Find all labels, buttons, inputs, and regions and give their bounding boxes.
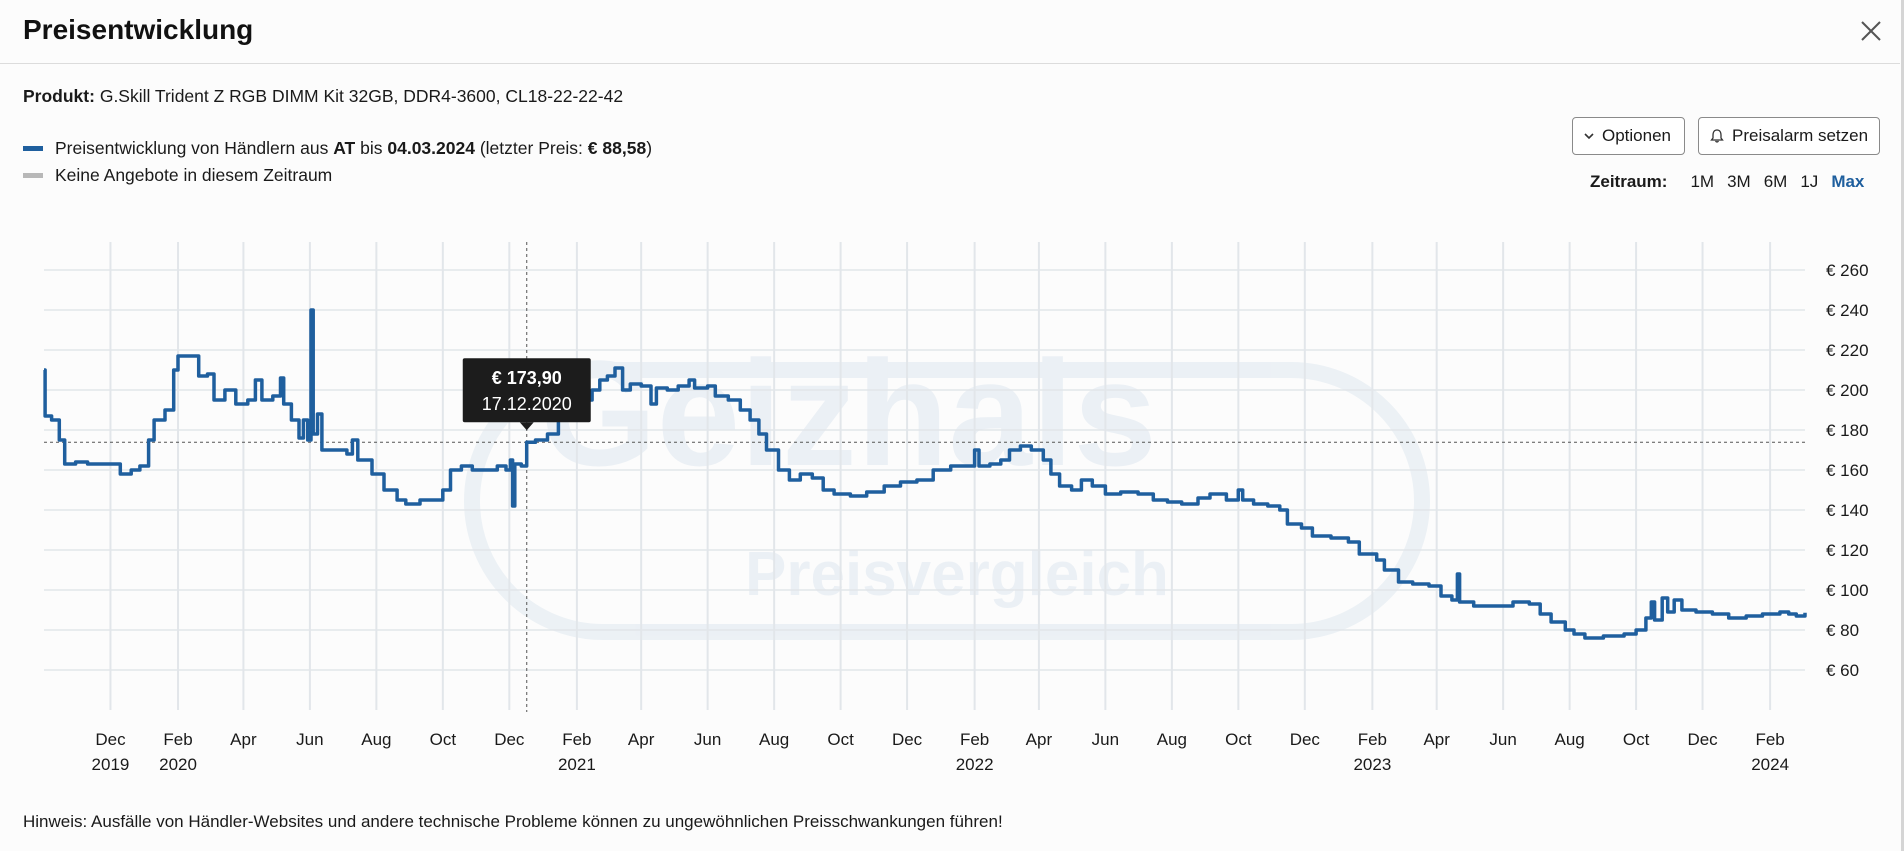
dialog-title: Preisentwicklung <box>23 14 254 45</box>
x-tick-year-label: 2019 <box>92 755 130 774</box>
x-tick-year-label: 2022 <box>956 755 994 774</box>
x-tick-label: Dec <box>1290 730 1321 749</box>
x-tick-label: Apr <box>1423 730 1450 749</box>
x-tick-label: Jun <box>1489 730 1516 749</box>
product-name: G.Skill Trident Z RGB DIMM Kit 32GB, DDR… <box>99 86 624 106</box>
x-tick-label: Dec <box>95 730 126 749</box>
hint-text: Hinweis: Ausfälle von Händler-Websites u… <box>23 812 1003 831</box>
range-1m[interactable]: 1M <box>1690 172 1715 191</box>
x-tick-label: Jun <box>1092 730 1119 749</box>
y-tick-label: € 240 <box>1826 301 1869 320</box>
x-tick-label: Feb <box>960 730 989 749</box>
x-tick-label: Apr <box>628 730 655 749</box>
x-tick-label: Aug <box>361 730 391 749</box>
dialog-header: Preisentwicklung <box>0 0 1900 64</box>
tooltip-price: € 173,90 <box>492 368 562 388</box>
tooltip-date: 17.12.2020 <box>482 394 572 414</box>
watermark-sub: Preisvergleich <box>745 540 1169 609</box>
chevron-down-icon <box>1583 130 1595 142</box>
watermark-ring <box>464 362 1430 640</box>
x-tick-year-label: 2023 <box>1353 755 1391 774</box>
price-series-line <box>43 308 1807 640</box>
x-tick-label: Dec <box>1687 730 1718 749</box>
x-axis-labels: Dec 2019 Feb 2020 Apr Jun Aug Oct Dec Feb 2021 Apr J… <box>92 730 1789 774</box>
x-tick-label: Oct <box>1225 730 1252 749</box>
legend-text-mid: bis <box>360 137 383 158</box>
price-alert-button-label: Preisalarm setzen <box>1732 126 1869 145</box>
x-tick-label: Aug <box>759 730 789 749</box>
x-tick-label: Dec <box>494 730 525 749</box>
range-max[interactable]: Max <box>1831 172 1865 191</box>
bell-icon <box>1709 128 1725 144</box>
legend-last-price: € 88,58 <box>587 137 647 158</box>
geizhals-watermark: Geizhals Preisvergleich <box>464 329 1430 640</box>
options-button[interactable]: Optionen <box>1572 117 1685 155</box>
close-button[interactable] <box>1856 16 1886 46</box>
x-tick-label: Jun <box>694 730 721 749</box>
y-tick-label: € 180 <box>1826 421 1869 440</box>
crosshair <box>44 242 1805 712</box>
y-tick-label: € 220 <box>1826 341 1869 360</box>
legend-country: AT <box>333 137 356 158</box>
legend-text-no-offers: Keine Angebote in diesem Zeitraum <box>55 164 333 185</box>
x-tick-label: Feb <box>1755 730 1784 749</box>
legend-swatch-price <box>23 145 43 151</box>
chart-legend: Preisentwicklung von Händlern aus AT bis… <box>23 138 652 192</box>
close-icon <box>1861 21 1881 41</box>
legend-date: 04.03.2024 <box>387 137 475 158</box>
y-axis-labels: € 60 € 80 € 100 € 120 € 140 € 160 € 180 € 200 € … <box>1826 261 1869 680</box>
x-tick-label: Apr <box>1026 730 1053 749</box>
y-tick-label: € 100 <box>1826 581 1869 600</box>
x-tick-label: Apr <box>230 730 257 749</box>
x-tick-label: Oct <box>430 730 457 749</box>
chart-tooltip: € 173,90 17.12.2020 <box>462 358 591 431</box>
legend-text-paren: (letzter Preis: <box>479 137 583 158</box>
y-tick-label: € 120 <box>1826 541 1869 560</box>
range-6m[interactable]: 6M <box>1763 172 1788 191</box>
x-tick-label: Aug <box>1157 730 1187 749</box>
x-tick-label: Oct <box>1623 730 1650 749</box>
product-line: Produkt: G.Skill Trident Z RGB DIMM Kit … <box>23 86 623 107</box>
options-button-label: Optionen <box>1602 126 1671 145</box>
y-tick-label: € 80 <box>1826 621 1859 640</box>
y-gridlines <box>44 269 1805 671</box>
y-tick-label: € 160 <box>1826 461 1869 480</box>
x-tick-label: Feb <box>163 730 192 749</box>
tooltip-box <box>462 358 591 423</box>
x-tick-label: Jun <box>296 730 323 749</box>
y-tick-label: € 260 <box>1826 261 1869 280</box>
price-alert-button[interactable]: Preisalarm setzen <box>1698 117 1880 155</box>
y-tick-label: € 60 <box>1826 661 1859 680</box>
x-tick-year-label: 2020 <box>159 755 197 774</box>
price-chart[interactable]: Geizhals Preisvergleich € 60 € 80 € 100 € 1… <box>0 230 1900 790</box>
x-tick-label: Oct <box>827 730 854 749</box>
time-range-selector: Zeitraum: 1M 3M 6M 1J Max <box>1590 172 1864 192</box>
x-tick-label: Dec <box>892 730 923 749</box>
legend-swatch-no-offers <box>23 172 43 178</box>
range-3m[interactable]: 3M <box>1727 172 1751 191</box>
x-tick-label: Feb <box>1358 730 1387 749</box>
x-tick-year-label: 2021 <box>558 755 596 774</box>
y-tick-label: € 140 <box>1826 501 1869 520</box>
range-1j[interactable]: 1J <box>1800 172 1819 191</box>
legend-text-prefix: Preisentwicklung von Händlern aus <box>55 137 329 158</box>
legend-item-price[interactable]: Preisentwicklung von Händlern aus AT bis… <box>23 138 652 158</box>
tooltip-arrow <box>519 422 534 431</box>
y-tick-label: € 200 <box>1826 381 1869 400</box>
time-range-label: Zeitraum: <box>1590 172 1668 191</box>
x-tick-label: Feb <box>562 730 591 749</box>
product-label: Produkt: <box>23 86 95 106</box>
legend-item-no-offers[interactable]: Keine Angebote in diesem Zeitraum <box>23 165 652 185</box>
legend-text-close: ) <box>646 137 653 158</box>
x-tick-year-label: 2024 <box>1751 755 1789 774</box>
x-tick-label: Aug <box>1554 730 1584 749</box>
watermark-brand: Geizhals <box>540 329 1157 497</box>
